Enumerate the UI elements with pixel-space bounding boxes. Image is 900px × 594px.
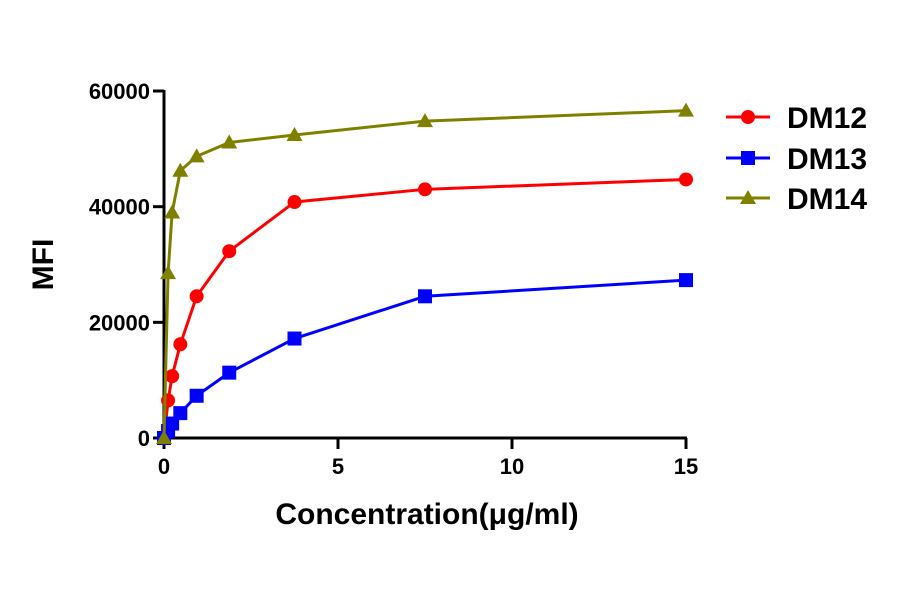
x-tick-label: 10 <box>500 454 524 479</box>
x-tick-label: 5 <box>332 454 344 479</box>
data-point <box>679 172 693 187</box>
series-dm13 <box>157 273 693 445</box>
legend-label: DM12 <box>787 102 867 135</box>
data-point <box>164 204 181 219</box>
data-point <box>188 148 205 163</box>
data-point <box>173 406 188 421</box>
data-point <box>161 393 176 408</box>
legend-label: DM13 <box>787 143 867 176</box>
series-dm12 <box>157 172 693 445</box>
series-line <box>162 177 687 439</box>
y-ticks: 0 20000 40000 60000 <box>89 79 164 451</box>
data-point <box>156 430 172 444</box>
data-point <box>678 102 694 117</box>
legend: DM12 DM13 DM14 <box>726 102 867 216</box>
x-tick-label: 15 <box>674 454 698 479</box>
data-point <box>172 162 189 177</box>
data-point <box>222 365 237 380</box>
data-point <box>417 113 433 128</box>
x-ticks: 0 5 10 15 <box>158 438 698 479</box>
data-point <box>679 273 693 288</box>
legend-marker <box>741 151 755 165</box>
series-line <box>162 109 687 439</box>
x-axis-title: Concentration(μg/ml) <box>275 498 578 531</box>
data-point <box>189 388 204 403</box>
legend-item-dm13: DM13 <box>726 143 867 176</box>
data-point <box>287 331 302 346</box>
data-point <box>287 195 302 210</box>
data-point <box>222 244 237 259</box>
data-point <box>418 289 432 304</box>
y-axis-title: MFI <box>27 239 60 291</box>
legend-label: DM14 <box>787 183 867 216</box>
data-point <box>418 182 432 197</box>
data-point <box>221 134 238 149</box>
legend-marker <box>741 110 755 124</box>
legend-marker <box>740 190 756 204</box>
series-layer <box>156 102 694 445</box>
legend-item-dm12: DM12 <box>726 102 867 135</box>
series-line <box>162 278 687 439</box>
data-point <box>173 337 188 352</box>
y-tick-label: 20000 <box>89 310 150 335</box>
data-point <box>165 369 180 384</box>
y-tick-label: 0 <box>138 426 150 451</box>
x-tick-label: 0 <box>158 454 170 479</box>
data-point <box>189 289 204 304</box>
data-point <box>160 265 177 280</box>
legend-item-dm14: DM14 <box>726 183 867 216</box>
y-tick-label: 60000 <box>89 79 150 104</box>
series-dm14 <box>156 102 694 444</box>
y-tick-label: 40000 <box>89 195 150 220</box>
data-point <box>286 126 303 141</box>
